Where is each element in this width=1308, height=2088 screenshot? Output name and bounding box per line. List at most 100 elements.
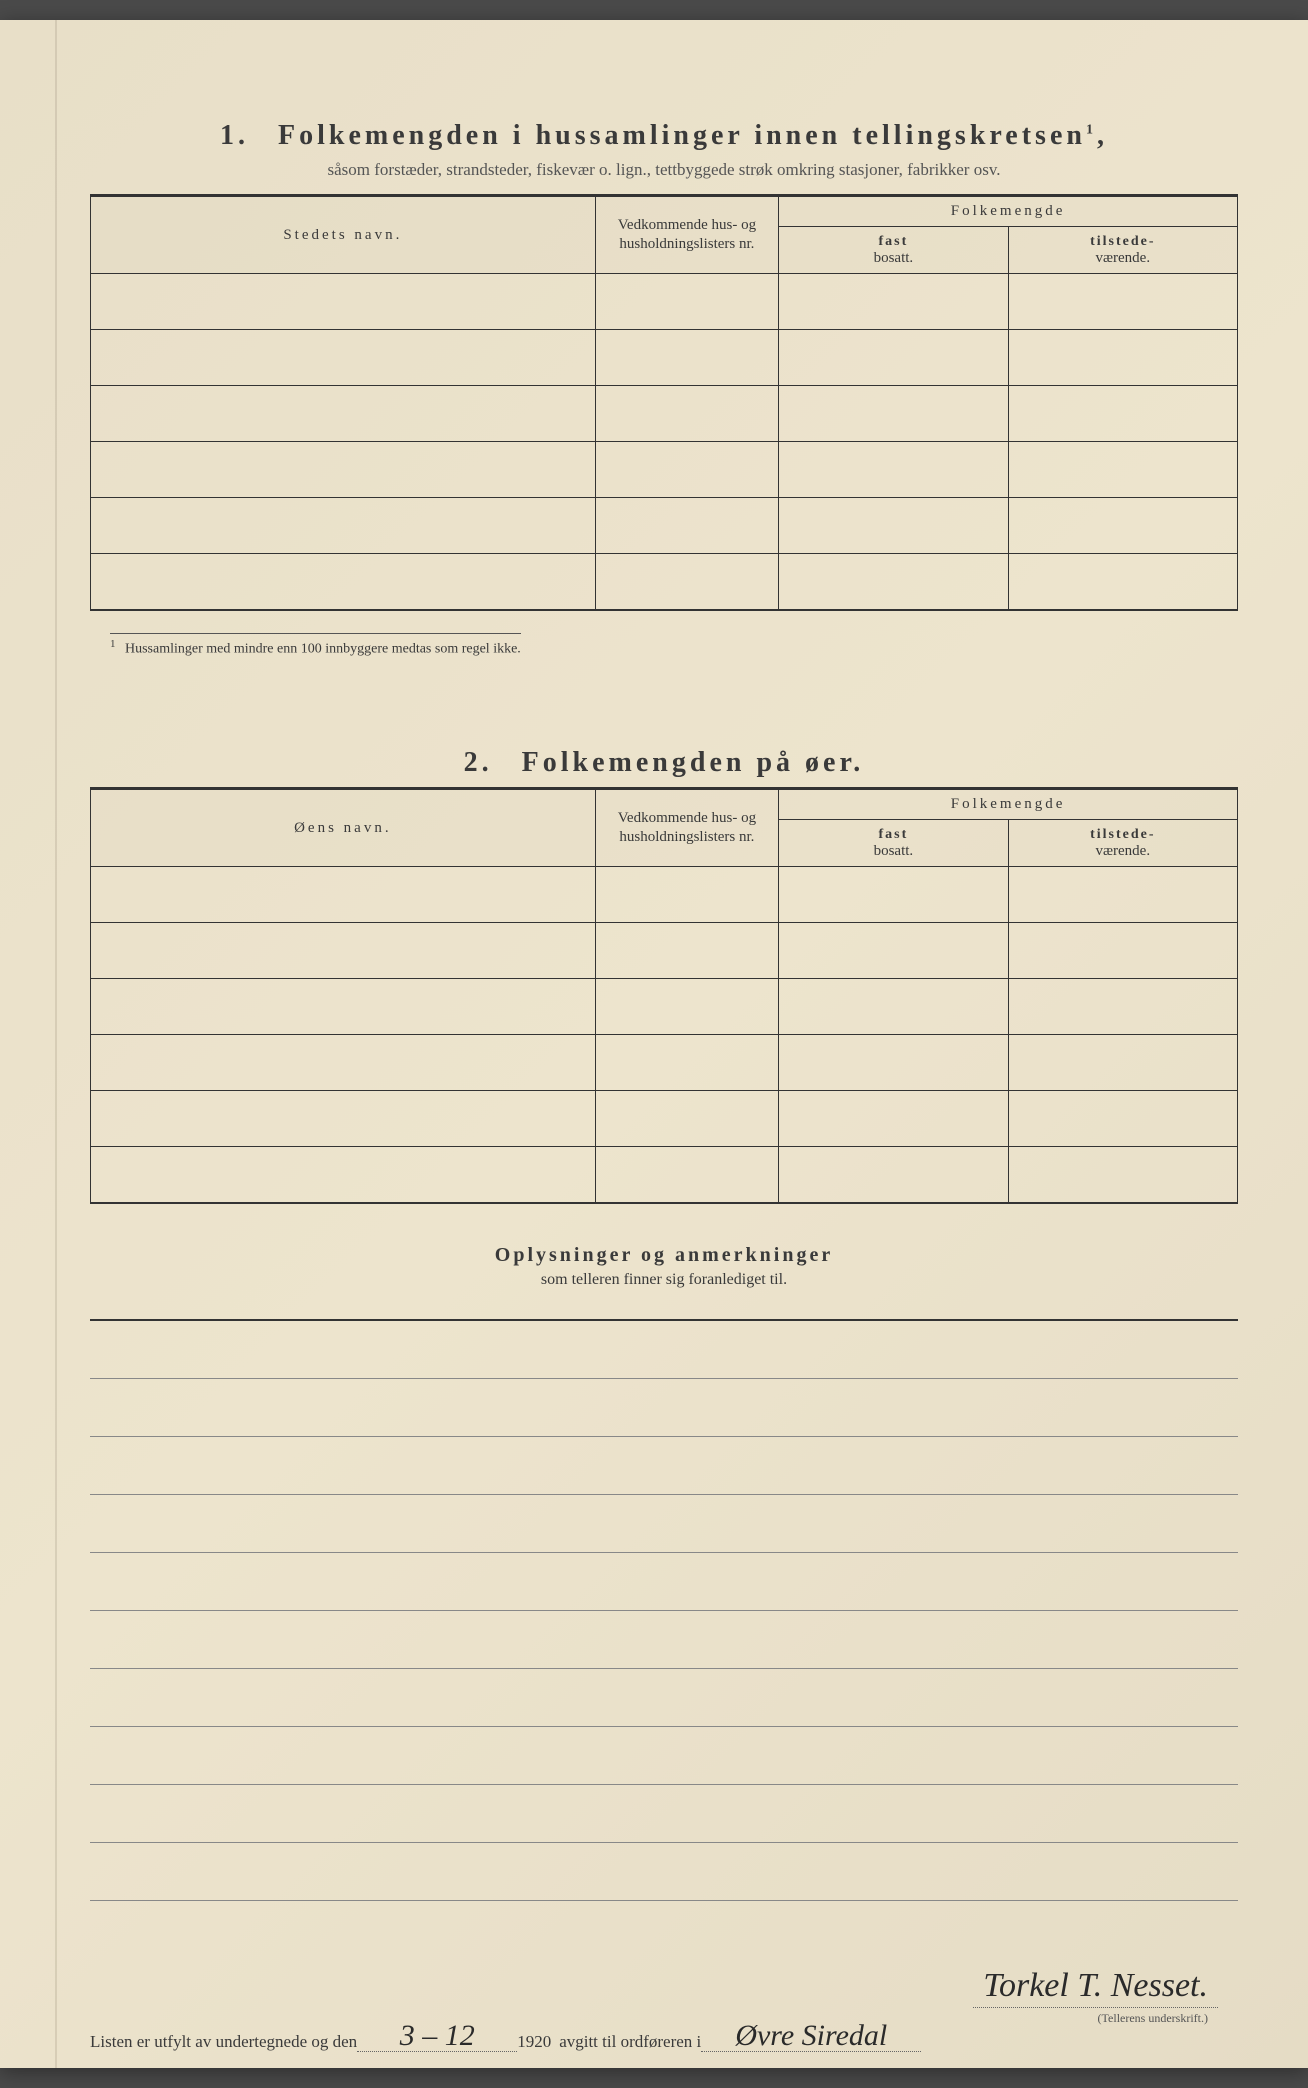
section2-table: Øens navn. Vedkommende hus- og husholdni… <box>90 787 1238 1204</box>
table-cell <box>779 386 1008 442</box>
table-cell <box>91 1035 596 1091</box>
table-row <box>91 442 1238 498</box>
remarks-line <box>90 1379 1238 1437</box>
signature-name: Torkel T. Nesset. <box>973 1967 1218 2008</box>
remarks-line <box>90 1611 1238 1669</box>
table-cell <box>595 330 779 386</box>
table-cell <box>1008 274 1237 330</box>
table-cell <box>1008 386 1237 442</box>
table-cell <box>779 867 1008 923</box>
table-cell <box>779 498 1008 554</box>
census-form-page: 1. Folkemengden i hussamlinger innen tel… <box>0 20 1308 2068</box>
table-cell <box>779 554 1008 610</box>
table-cell <box>595 1091 779 1147</box>
table-cell <box>91 498 596 554</box>
section1-title-sup: 1 <box>1086 123 1097 138</box>
remarks-title: Oplysninger og anmerkninger <box>90 1244 1238 1267</box>
table-cell <box>779 1147 1008 1203</box>
remarks-line <box>90 1727 1238 1785</box>
table-cell <box>1008 923 1237 979</box>
section1: 1. Folkemengden i hussamlinger innen tel… <box>90 120 1238 727</box>
section1-col-til: tilstede-værende. <box>1008 227 1237 274</box>
section1-col-fast: fastbosatt. <box>779 227 1008 274</box>
table-cell <box>595 386 779 442</box>
table-row <box>91 867 1238 923</box>
section1-number: 1. <box>220 120 249 151</box>
table-cell <box>91 386 596 442</box>
table-row <box>91 923 1238 979</box>
sig-date: 3 – 12 <box>357 2021 517 2052</box>
remarks-area <box>90 1319 1238 1901</box>
section1-col-name: Stedets navn. <box>91 196 596 274</box>
remarks-subtitle: som telleren finner sig foranlediget til… <box>90 1271 1238 1289</box>
table-cell <box>91 923 596 979</box>
table-cell <box>595 442 779 498</box>
table-cell <box>1008 498 1237 554</box>
table-row <box>91 1035 1238 1091</box>
remarks-line <box>90 1437 1238 1495</box>
sig-place: Øvre Siredal <box>701 2021 921 2052</box>
remarks-line <box>90 1495 1238 1553</box>
section2-tbody <box>91 867 1238 1203</box>
table-row <box>91 979 1238 1035</box>
table-cell <box>1008 1091 1237 1147</box>
table-cell <box>91 867 596 923</box>
sig-pre: Listen er utfylt av undertegnede og den <box>90 2032 357 2052</box>
table-cell <box>595 867 779 923</box>
table-cell <box>1008 1035 1237 1091</box>
table-cell <box>595 979 779 1035</box>
section2-col-til: tilstede-værende. <box>1008 820 1237 867</box>
table-cell <box>91 1091 596 1147</box>
table-cell <box>779 979 1008 1035</box>
table-cell <box>91 442 596 498</box>
table-cell <box>1008 442 1237 498</box>
section2-number: 2. <box>464 747 493 778</box>
table-cell <box>91 1147 596 1203</box>
table-cell <box>595 274 779 330</box>
table-cell <box>1008 330 1237 386</box>
table-cell <box>779 923 1008 979</box>
remarks-line <box>90 1843 1238 1901</box>
sig-mid: avgitt til ordføreren i <box>559 2032 701 2052</box>
section2-title-text: Folkemengden på øer. <box>522 747 865 778</box>
remarks-line <box>90 1321 1238 1379</box>
section2-col-fast: fastbosatt. <box>779 820 1008 867</box>
table-cell <box>1008 979 1237 1035</box>
table-row <box>91 386 1238 442</box>
table-cell <box>91 330 596 386</box>
table-cell <box>779 274 1008 330</box>
table-cell <box>91 274 596 330</box>
section1-subtitle: såsom forstæder, strandsteder, fiskevær … <box>90 160 1238 180</box>
section2: 2. Folkemengden på øer. Øens navn. Vedko… <box>90 747 1238 1204</box>
section2-col-folk: Folkemengde <box>779 789 1238 820</box>
section2-col-name: Øens navn. <box>91 789 596 867</box>
table-cell <box>595 1147 779 1203</box>
table-row <box>91 274 1238 330</box>
section1-table: Stedets navn. Vedkommende hus- og hushol… <box>90 194 1238 611</box>
table-cell <box>595 498 779 554</box>
remarks-line <box>90 1669 1238 1727</box>
table-row <box>91 330 1238 386</box>
section2-col-hus: Vedkommende hus- og husholdningslisters … <box>595 789 779 867</box>
table-row <box>91 1091 1238 1147</box>
remarks-line <box>90 1785 1238 1843</box>
remarks-header: Oplysninger og anmerkninger som telleren… <box>90 1244 1238 1289</box>
table-row <box>91 554 1238 610</box>
table-row <box>91 1147 1238 1203</box>
section1-tbody <box>91 274 1238 610</box>
table-cell <box>779 1035 1008 1091</box>
table-cell <box>1008 1147 1237 1203</box>
table-cell <box>1008 867 1237 923</box>
section1-col-hus: Vedkommende hus- og husholdningslisters … <box>595 196 779 274</box>
signature-caption: (Tellerens underskrift.) <box>1098 2011 1208 2026</box>
table-cell <box>595 1035 779 1091</box>
section1-title: 1. Folkemengden i hussamlinger innen tel… <box>90 120 1238 152</box>
table-row <box>91 498 1238 554</box>
section1-col-folk: Folkemengde <box>779 196 1238 227</box>
section1-footnote: 1 Hussamlinger med mindre enn 100 innbyg… <box>110 633 521 658</box>
table-cell <box>595 923 779 979</box>
table-cell <box>91 554 596 610</box>
signature-block: Listen er utfylt av undertegnede og den … <box>90 2021 1238 2052</box>
table-cell <box>779 1091 1008 1147</box>
sig-year: 1920 <box>517 2032 551 2052</box>
